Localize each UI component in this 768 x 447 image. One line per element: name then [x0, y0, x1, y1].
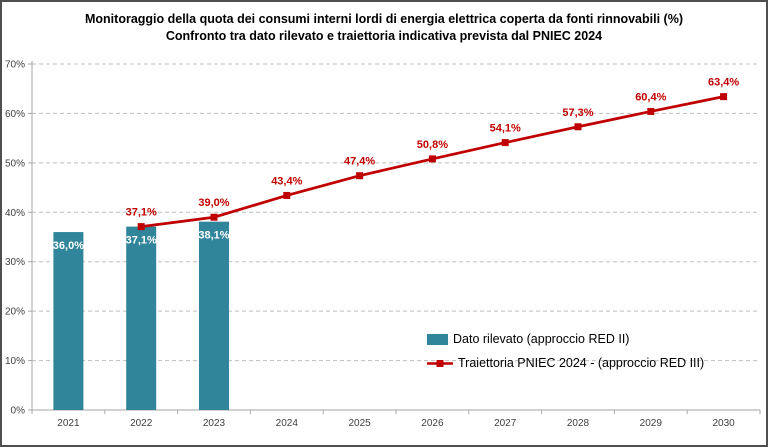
- legend-line-marker-swatch-icon: [427, 359, 453, 367]
- line-value-label: 60,4%: [635, 91, 666, 103]
- x-tick-label: 2022: [130, 418, 153, 429]
- line-value-label: 57,3%: [562, 107, 593, 119]
- legend-item-dato-rilevato: Dato rilevato (approccio RED II): [427, 332, 704, 346]
- line-value-label: 39,0%: [198, 197, 229, 209]
- legend-item-traiettoria-pniec: Traiettoria PNIEC 2024 - (approccio RED …: [427, 356, 704, 370]
- line-marker: [720, 93, 728, 101]
- y-tick-label: 60%: [5, 109, 25, 120]
- line-marker: [647, 107, 655, 115]
- y-tick-label: 50%: [5, 158, 25, 169]
- x-tick-label: 2024: [276, 418, 299, 429]
- line-value-label: 43,4%: [271, 175, 302, 187]
- line-marker: [428, 155, 436, 163]
- x-tick-label: 2029: [640, 418, 663, 429]
- x-tick-label: 2025: [348, 418, 371, 429]
- line-value-label: 50,8%: [417, 139, 448, 151]
- line-value-label: 47,4%: [344, 156, 375, 168]
- bar-value-label: 36,0%: [53, 240, 84, 252]
- chart-title: Monitoraggio della quota dei consumi int…: [2, 11, 766, 45]
- x-tick-label: 2026: [421, 418, 444, 429]
- y-tick-label: 70%: [5, 60, 25, 71]
- y-tick-label: 40%: [5, 208, 25, 219]
- bar-value-label: 37,1%: [126, 235, 157, 247]
- line-value-label: 37,1%: [126, 207, 157, 219]
- chart-title-line2: Confronto tra dato rilevato e traiettori…: [165, 29, 603, 43]
- bar: [126, 226, 157, 410]
- x-tick-label: 2027: [494, 418, 517, 429]
- legend-label: Traiettoria PNIEC 2024 - (approccio RED …: [458, 356, 705, 370]
- bar: [199, 221, 229, 410]
- legend: Dato rilevato (approccio RED II) Traiett…: [427, 332, 704, 370]
- bar: [53, 232, 84, 410]
- line-marker: [283, 191, 291, 199]
- line-marker: [501, 139, 509, 147]
- y-tick-label: 10%: [5, 356, 25, 367]
- line-marker: [574, 123, 582, 131]
- y-tick-label: 20%: [5, 307, 25, 318]
- line-marker: [137, 223, 145, 231]
- x-tick-label: 2030: [712, 418, 735, 429]
- bar-value-label: 38,1%: [198, 230, 229, 242]
- x-tick-label: 2023: [203, 418, 226, 429]
- x-tick-label: 2021: [57, 418, 80, 429]
- line-value-label: 63,4%: [708, 77, 739, 89]
- y-tick-label: 30%: [5, 257, 25, 268]
- chart-title-line1: Monitoraggio della quota dei consumi int…: [85, 12, 683, 26]
- legend-bar-swatch-icon: [427, 333, 448, 345]
- line-value-label: 54,1%: [490, 123, 521, 135]
- legend-label: Dato rilevato (approccio RED II): [453, 332, 630, 346]
- y-tick-label: 0%: [11, 406, 26, 417]
- line-marker: [356, 172, 364, 180]
- line-marker: [210, 213, 218, 221]
- x-tick-label: 2028: [567, 418, 590, 429]
